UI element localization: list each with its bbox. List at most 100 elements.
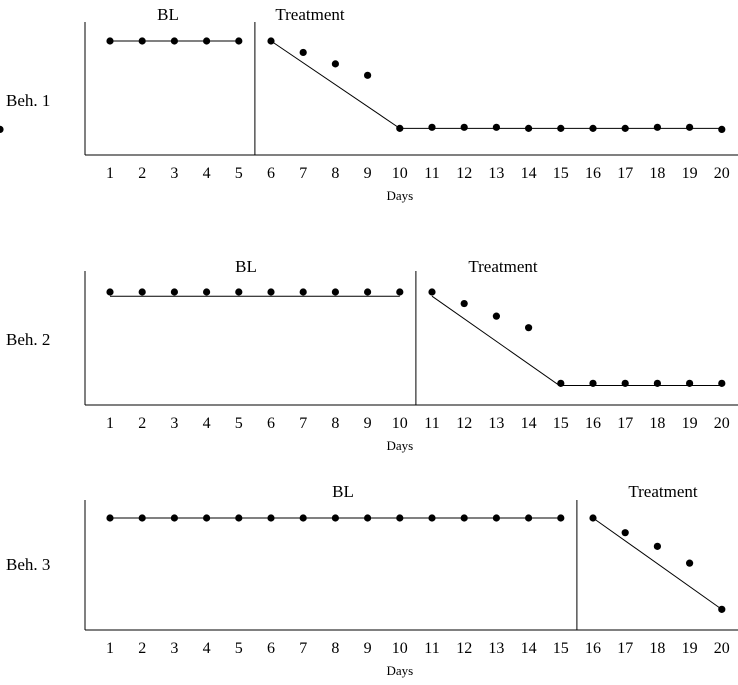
tick-label: 14 [521,415,537,432]
data-point [718,379,726,387]
data-point [557,514,565,522]
data-point [364,71,372,79]
tick-label: 10 [392,415,408,432]
data-point [267,514,275,522]
data-point [203,514,211,522]
tick-label: 20 [714,415,730,432]
data-point [718,125,726,133]
tick-label: 12 [456,165,472,182]
data-point [364,288,372,296]
tick-label: 1 [106,415,114,432]
data-point [331,60,339,68]
tick-label: 12 [456,640,472,657]
data-point [460,123,468,131]
data-point [428,123,436,131]
data-point [235,37,243,45]
tick-label: 7 [299,640,307,657]
data-point [170,288,178,296]
trend-line [270,40,401,129]
tick-label: 19 [682,640,698,657]
tick-label: 19 [682,415,698,432]
data-point [203,288,211,296]
tick-label: 8 [331,415,339,432]
data-point [331,288,339,296]
data-point [557,124,565,132]
tick-label: 5 [235,415,243,432]
tick-label: 11 [424,165,439,182]
tick-label: 19 [682,165,698,182]
tick-label: 3 [170,165,178,182]
tick-label: 11 [424,640,439,657]
data-point [460,299,468,308]
tick-label: 10 [392,640,408,657]
tick-label: 7 [299,415,307,432]
tick-label: 20 [714,640,730,657]
data-point [525,324,533,332]
tick-label: 20 [714,165,730,182]
data-point [653,542,662,550]
x-axis-title: Days [386,188,413,203]
data-point [170,37,178,45]
data-point [428,288,436,296]
phase-label: BL [332,482,354,501]
tick-label: 10 [392,165,408,182]
data-point [235,288,243,296]
tick-label: 13 [488,640,504,657]
data-point [525,124,533,132]
data-point [331,514,339,522]
data-point [138,288,146,296]
tick-label: 15 [553,165,569,182]
data-point [299,288,307,296]
tick-label: 2 [138,165,146,182]
tick-label: 17 [617,415,633,432]
phase-label: Treatment [628,482,698,501]
x-axis-title: Days [386,663,413,678]
tick-label: 12 [456,415,472,432]
data-point [235,514,243,522]
tick-label: 3 [170,640,178,657]
tick-label: 9 [364,640,372,657]
tick-label: 17 [617,640,633,657]
data-point [718,605,726,613]
row-label: Beh. 1 [6,91,50,110]
data-point [525,514,533,522]
tick-label: 16 [585,415,601,432]
data-point [267,37,275,45]
data-point [396,514,404,522]
tick-label: 8 [331,640,339,657]
tick-label: 18 [649,415,665,432]
data-point [138,37,146,45]
phase-label: Treatment [275,5,345,24]
data-point [170,514,178,522]
tick-label: 8 [331,165,339,182]
tick-label: 18 [649,640,665,657]
tick-label: 4 [203,640,211,657]
data-point [621,379,629,387]
data-point [686,559,694,567]
tick-label: 9 [364,415,372,432]
tick-label: 5 [235,640,243,657]
tick-label: 3 [170,415,178,432]
tick-label: 15 [553,640,569,657]
data-point [653,379,662,387]
data-point [106,37,114,45]
tick-label: 2 [138,640,146,657]
data-point [396,288,404,296]
data-point [299,514,307,522]
data-point [106,514,114,522]
data-point [492,123,500,131]
tick-label: 16 [585,165,601,182]
data-point [492,514,500,522]
data-point [492,312,500,320]
data-point [557,379,565,387]
trend-line [592,517,723,610]
data-point [621,124,629,132]
tick-label: 9 [364,165,372,182]
data-point [460,514,468,522]
tick-label: 1 [106,640,114,657]
tick-label: 6 [267,640,275,657]
tick-label: 6 [267,165,275,182]
